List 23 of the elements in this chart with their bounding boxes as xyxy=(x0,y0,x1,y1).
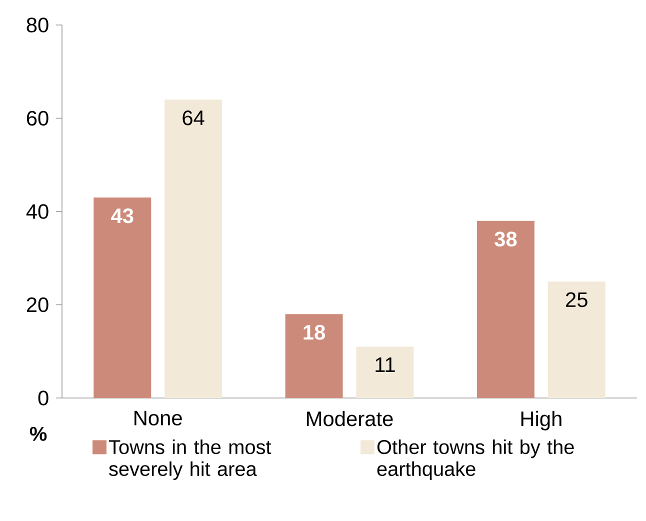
data-label: 18 xyxy=(304,324,326,340)
bar xyxy=(548,281,606,398)
x-tick-label: None xyxy=(134,410,182,426)
bar xyxy=(356,346,414,398)
bar xyxy=(285,314,343,398)
data-label: 43 xyxy=(111,208,134,224)
legend-label: Towns in the most severely hit area xyxy=(108,439,272,480)
data-label: 25 xyxy=(566,292,588,308)
x-tick-label: High xyxy=(521,410,562,430)
y-axis-title: % xyxy=(30,426,47,441)
y-tick-label: 20 xyxy=(26,297,48,312)
y-tick-label: 0 xyxy=(38,390,48,406)
y-tick-label: 80 xyxy=(26,18,48,32)
x-tick-label: Moderate xyxy=(307,410,393,426)
bar xyxy=(94,198,152,398)
y-tick-label: 40 xyxy=(26,204,48,219)
data-label: 38 xyxy=(494,232,517,247)
y-tick-label: 60 xyxy=(26,110,48,126)
legend-label: Other towns hit by the earthquake xyxy=(377,439,574,480)
data-label: 11 xyxy=(376,358,395,372)
bar xyxy=(164,100,222,398)
bar xyxy=(476,220,534,398)
data-label: 64 xyxy=(182,110,204,126)
